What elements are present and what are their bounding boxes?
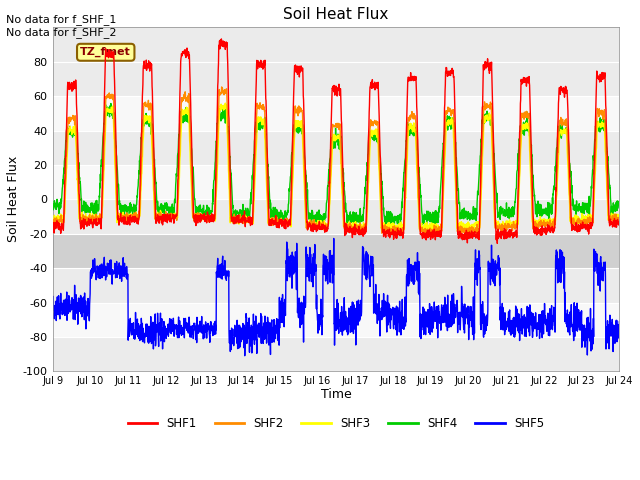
SHF5 [616,319,623,324]
Legend: SHF1, SHF2, SHF3, SHF4, SHF5: SHF1, SHF2, SHF3, SHF4, SHF5 [123,412,549,434]
SHF4 [49,204,56,210]
SHF1 [353,228,360,234]
SHF3 [221,100,229,106]
SHF4 [582,206,589,212]
SHF5 [582,330,589,336]
SHF2 [207,213,214,218]
SHF3 [616,219,623,225]
SHF3 [378,228,386,234]
SHF1 [493,240,501,246]
SHF4 [207,208,215,214]
SHF3 [49,219,56,225]
SHF4 [107,101,115,107]
SHF2 [616,216,623,222]
SHF4 [353,215,361,221]
SHF1 [501,233,509,239]
SHF3 [566,205,573,211]
SHF3 [365,171,372,177]
SHF5 [353,299,361,304]
Bar [52,199,620,234]
SHF4 [365,134,373,140]
Bar [52,234,620,268]
X-axis label: Time: Time [321,388,351,401]
SHF5 [49,302,56,308]
Bar [52,96,620,131]
SHF2 [582,217,589,223]
SHF1 [49,227,56,233]
SHF1 [218,36,225,42]
SHF2 [218,84,225,90]
SHF3 [353,224,360,230]
SHF1 [582,222,589,228]
Text: No data for f_SHF_1
No data for f_SHF_2: No data for f_SHF_1 No data for f_SHF_2 [6,14,117,38]
Line: SHF4: SHF4 [52,104,620,228]
SHF2 [501,226,509,231]
Bar [52,302,620,337]
SHF2 [421,233,429,239]
SHF3 [501,222,509,228]
SHF1 [365,122,372,128]
SHF4 [616,202,623,208]
Line: SHF2: SHF2 [52,87,620,236]
SHF3 [207,217,214,223]
Bar [52,337,620,372]
SHF5 [566,332,573,338]
SHF4 [566,160,573,166]
SHF5 [365,272,373,278]
SHF2 [566,194,573,200]
Bar [52,131,620,165]
SHF2 [365,155,372,161]
SHF4 [308,226,316,231]
SHF3 [582,213,589,218]
Line: SHF5: SHF5 [52,239,620,356]
Bar [52,234,620,268]
Title: Soil Heat Flux: Soil Heat Flux [284,7,388,22]
Bar [52,62,620,96]
SHF1 [566,175,573,180]
Line: SHF1: SHF1 [52,39,620,243]
SHF5 [241,353,248,359]
Bar [52,165,620,199]
SHF2 [49,221,56,227]
SHF2 [353,227,360,233]
Line: SHF3: SHF3 [52,103,620,231]
SHF5 [501,328,509,334]
SHF5 [207,319,214,325]
Y-axis label: Soil Heat Flux: Soil Heat Flux [7,156,20,242]
Bar [52,268,620,302]
Text: TZ_fmet: TZ_fmet [81,47,131,58]
SHF5 [330,236,337,241]
SHF1 [207,215,214,221]
SHF4 [501,213,509,219]
SHF1 [616,219,623,225]
